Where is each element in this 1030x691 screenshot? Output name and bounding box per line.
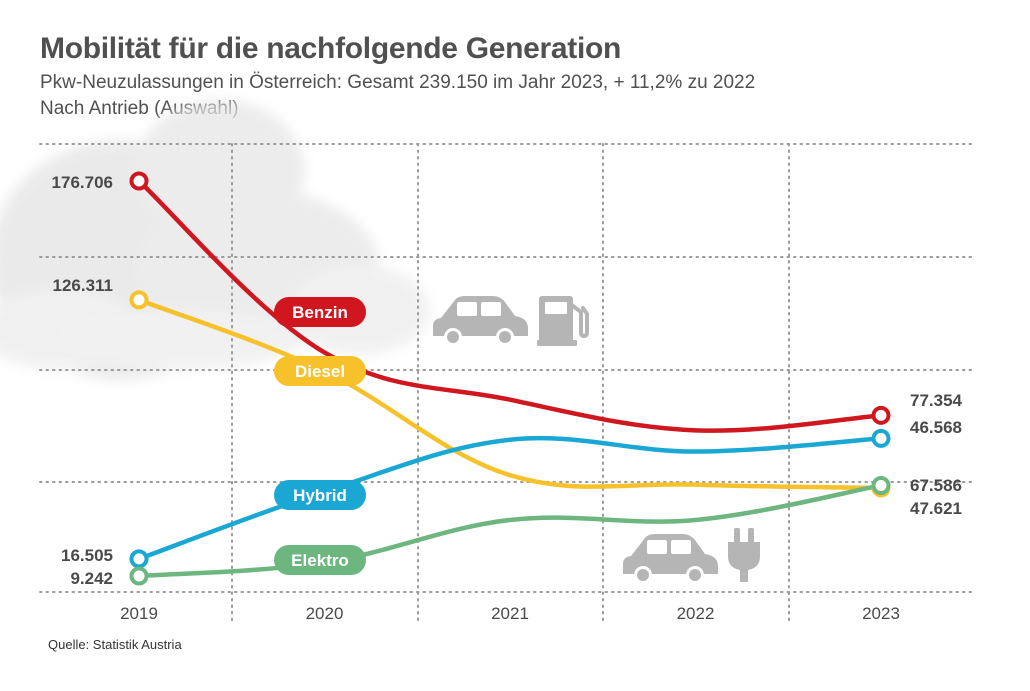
series-pill-hybrid: Hybrid	[274, 480, 366, 510]
start-value-label: 126.311	[52, 276, 113, 295]
series-pill-background	[274, 356, 366, 386]
series-pill-label: Hybrid	[293, 486, 347, 505]
series-pill-label: Benzin	[292, 303, 348, 322]
car-icon	[433, 296, 528, 346]
x-axis: 2019 2020 2021 2022 2023	[120, 604, 900, 623]
x-tick-label: 2020	[306, 604, 344, 623]
source-note: Quelle: Statistik Austria	[48, 637, 182, 652]
series-pill-background	[274, 480, 366, 510]
start-value-label: 176.706	[52, 173, 113, 192]
series-line-benzin	[136, 178, 884, 433]
end-value-label: 77.354	[910, 391, 963, 410]
x-tick-label: 2023	[862, 604, 900, 623]
data-point-elektro	[871, 475, 891, 495]
series-line-elektro	[136, 483, 884, 579]
series-pill-label: Elektro	[291, 551, 349, 570]
value-labels: 176.706 77.354 126.311 46.568 16.505 67.586 9.…	[52, 173, 963, 588]
end-value-label: 67.586	[910, 476, 962, 495]
series-line-hybrid	[136, 435, 884, 562]
chart-grid	[39, 143, 976, 621]
data-point-benzin	[871, 405, 891, 425]
series-pill-label: Diesel	[295, 362, 345, 381]
series-legend-pills: Benzin Diesel Hybrid Elektro	[274, 297, 366, 575]
series-pill-diesel: Diesel	[274, 356, 366, 386]
chart-subtitle: Pkw-Neuzulassungen in Österreich: Gesamt…	[40, 72, 756, 93]
plug-icon	[728, 528, 760, 582]
fuel-pump-icon	[537, 296, 589, 346]
data-point-diesel	[129, 290, 149, 310]
x-tick-label: 2019	[120, 604, 158, 623]
data-point-elektro	[129, 566, 149, 586]
end-value-label: 46.568	[910, 418, 962, 437]
x-tick-label: 2021	[491, 604, 529, 623]
x-tick-label: 2022	[677, 604, 715, 623]
exhaust-cloud-decoration	[0, 100, 430, 380]
data-point-benzin	[129, 171, 149, 191]
start-value-label: 16.505	[61, 546, 113, 565]
car-icon	[623, 534, 718, 584]
start-value-label: 9.242	[70, 569, 113, 588]
series-line-diesel	[136, 297, 884, 491]
series-pill-background	[274, 297, 366, 327]
series-pill-benzin: Benzin	[274, 297, 366, 327]
data-point-hybrid	[871, 428, 891, 448]
end-value-label: 47.621	[910, 499, 962, 518]
series-pill-background	[274, 545, 366, 575]
data-point-hybrid	[129, 549, 149, 569]
chart-title: Mobilität für die nachfolgende Generatio…	[40, 32, 622, 65]
series-pill-elektro: Elektro	[274, 545, 366, 575]
series-markers	[129, 171, 891, 586]
series-lines	[136, 178, 884, 579]
